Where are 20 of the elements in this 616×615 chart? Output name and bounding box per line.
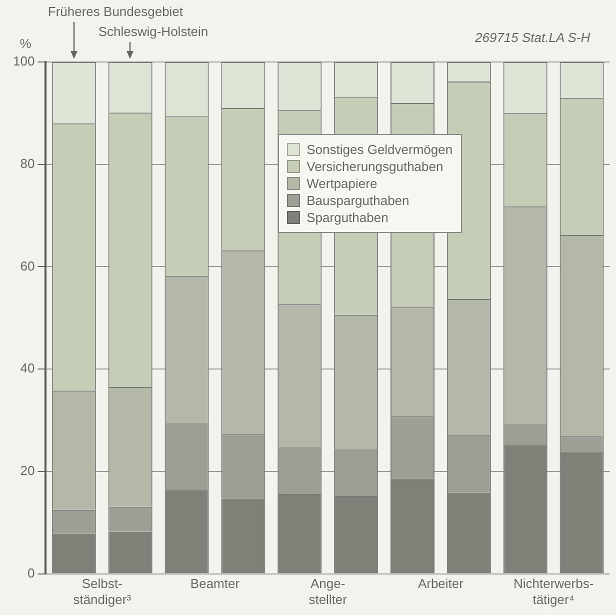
legend-label: Versicherungsguthaben: [306, 159, 444, 174]
x-tick-label: Beamter: [190, 576, 240, 592]
text: 269715 Stat.LA S-H: [475, 30, 590, 45]
y-tick-label: 40: [20, 360, 35, 376]
legend-label: Wertpapiere: [306, 176, 378, 191]
text: Früheres Bundesgebiet: [48, 4, 184, 19]
x-tick-label: Selbst- ständiger³: [73, 576, 132, 607]
y-tick-label: 20: [20, 463, 35, 478]
x-tick-label: Ange- stellter: [308, 576, 348, 607]
x-tick-label: Nichterwerbs- tätiger⁴: [513, 576, 594, 607]
text: Schleswig-Holstein: [98, 24, 208, 39]
x-tick-label: Arbeiter: [418, 576, 464, 592]
y-tick-label: 100: [12, 54, 35, 69]
y-axis-title: %: [20, 36, 32, 51]
y-tick-label: 80: [20, 156, 35, 171]
legend-label: Sparguthaben: [306, 210, 388, 225]
legend-label: Bausparguthaben: [306, 193, 410, 208]
legend-label: Sonstiges Geldvermögen: [306, 142, 453, 157]
y-tick-label: 60: [20, 258, 35, 274]
y-tick-label: 0: [27, 565, 35, 580]
